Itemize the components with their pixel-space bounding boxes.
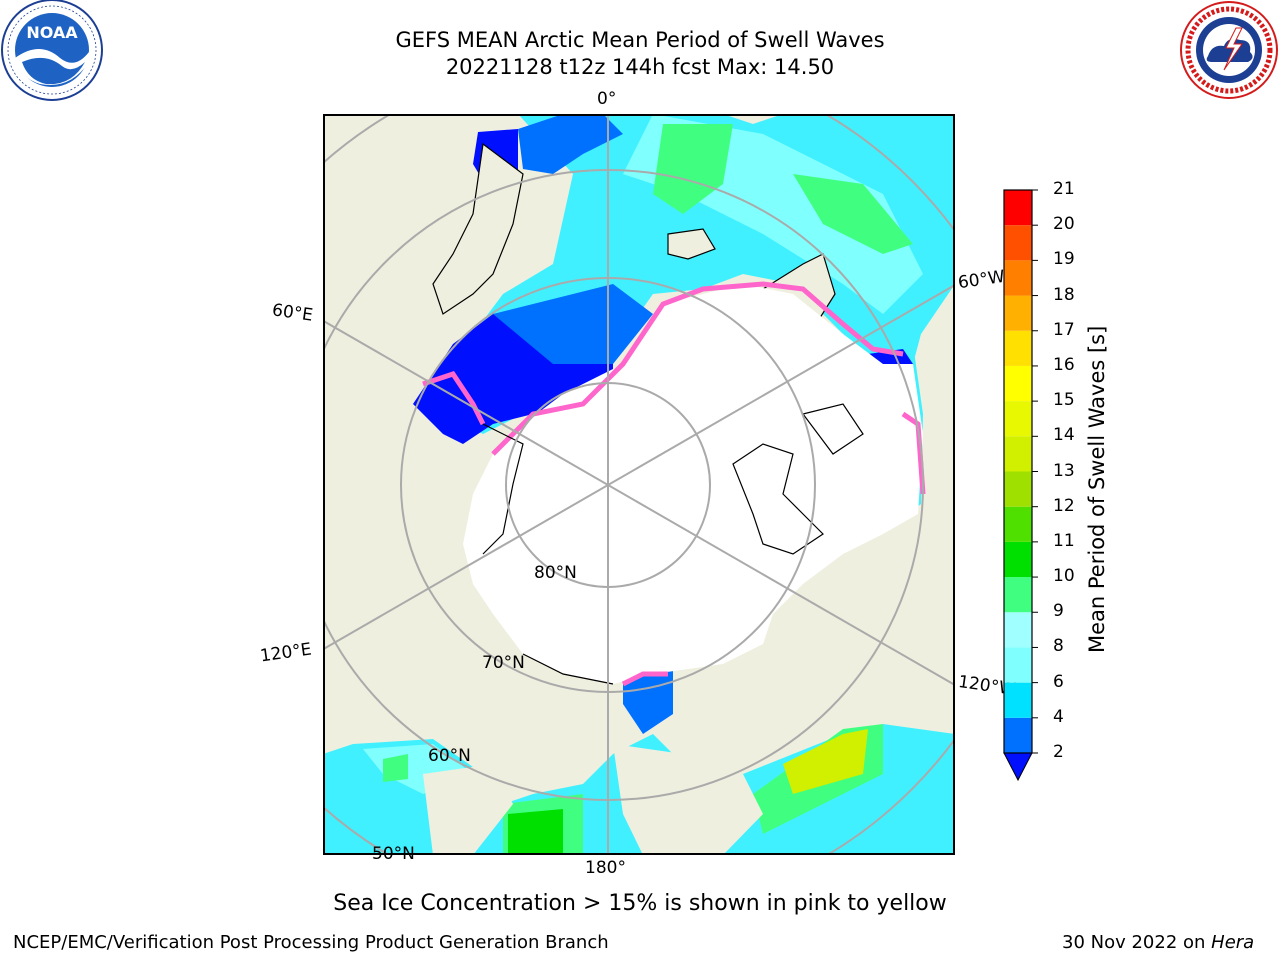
ice-edge-line-2 bbox=[422, 371, 486, 426]
colorbar-tick-label: 20 bbox=[1053, 214, 1075, 235]
lat-label-70n: 70°N bbox=[482, 653, 525, 673]
colorbar-segment bbox=[1004, 225, 1032, 261]
footer-credit: NCEP/EMC/Verification Post Processing Pr… bbox=[13, 932, 609, 953]
ice-edge-line bbox=[491, 281, 904, 456]
canadian-archipelago-coast-2 bbox=[801, 403, 864, 455]
colorbar-tick-label: 2 bbox=[1053, 742, 1064, 762]
colorbar-segment bbox=[1004, 401, 1032, 437]
lon-label-120e: 120°E bbox=[258, 639, 313, 667]
colorbar-tick-label: 9 bbox=[1053, 601, 1064, 622]
colorbar-segment bbox=[1004, 436, 1032, 472]
colorbar-label: Mean Period of Swell Waves [s] bbox=[1085, 325, 1109, 653]
sea-ice bbox=[463, 284, 923, 684]
colorbar-tick-label: 11 bbox=[1053, 530, 1075, 551]
siberian-coast bbox=[482, 423, 524, 555]
footer-date: 30 Nov 2022 on Hera bbox=[1062, 932, 1254, 953]
colorbar-segment bbox=[1004, 330, 1032, 366]
colorbar-tick-label: 8 bbox=[1053, 636, 1064, 657]
colorbar-segment bbox=[1004, 577, 1032, 613]
lat-label-80n: 80°N bbox=[534, 563, 577, 583]
sea-ice-caption: Sea Ice Concentration > 15% is shown in … bbox=[333, 891, 947, 916]
lon-label-60e: 60°E bbox=[270, 300, 315, 326]
pacific-yellowgreen bbox=[783, 729, 868, 794]
chukotka-coast bbox=[522, 653, 614, 685]
atlantic-ocean-field-green-2 bbox=[793, 174, 913, 254]
colorbar-segment bbox=[1004, 365, 1032, 402]
colorbar-segments bbox=[1004, 189, 1038, 754]
colorbar-under-triangle bbox=[1003, 752, 1033, 782]
lat-label-60n: 60°N bbox=[428, 746, 471, 766]
ice-edge-line-4 bbox=[621, 671, 668, 687]
colorbar-tick-label: 17 bbox=[1053, 319, 1075, 340]
colorbar-segment bbox=[1004, 260, 1032, 296]
white-sea-blue bbox=[518, 114, 623, 174]
map-frame bbox=[323, 114, 955, 855]
national-weather-service-logo bbox=[1180, 1, 1278, 99]
colorbar-tick-label: 18 bbox=[1053, 284, 1075, 305]
polar-map bbox=[323, 114, 955, 855]
colorbar-segment bbox=[1004, 295, 1032, 331]
graticule bbox=[323, 114, 955, 855]
iceland-land bbox=[723, 114, 783, 124]
colorbar-segment bbox=[1004, 506, 1032, 542]
colorbar-tick-label: 6 bbox=[1053, 671, 1064, 692]
colorbar-tick-label: 10 bbox=[1053, 566, 1075, 587]
pacific-green-patch bbox=[383, 754, 408, 782]
colorbar-segment bbox=[1004, 647, 1032, 683]
colorbar-segment bbox=[1004, 717, 1032, 753]
colorbar-tick-label: 14 bbox=[1053, 425, 1075, 446]
colorbar-segment bbox=[1004, 471, 1032, 507]
atlantic-ocean-field-green-1 bbox=[653, 124, 733, 214]
footer-machine: Hera bbox=[1211, 932, 1255, 953]
scandinavia-land bbox=[432, 142, 524, 315]
meridian-120e-60w bbox=[323, 283, 955, 651]
lat-label-50n: 50°N bbox=[372, 844, 415, 864]
footer-date-text: 30 Nov 2022 on bbox=[1062, 932, 1212, 953]
chart-subtitle: 20221128 t12z 144h fcst Max: 14.50 bbox=[445, 55, 835, 79]
svg-text:NOAA: NOAA bbox=[26, 23, 78, 42]
colorbar-segment bbox=[1004, 682, 1032, 718]
lon-label-0: 0° bbox=[597, 89, 617, 109]
colorbar-segment bbox=[1004, 612, 1032, 648]
barents-sea-blue bbox=[493, 284, 653, 364]
svalbard-land bbox=[667, 228, 716, 260]
colorbar-segment bbox=[1004, 190, 1032, 226]
colorbar-tick-label: 4 bbox=[1053, 706, 1064, 727]
colorbar-tick-label: 16 bbox=[1053, 354, 1075, 375]
noaa-logo: NOAA bbox=[1, 0, 103, 101]
kamchatka-land bbox=[423, 764, 513, 855]
colorbar-tick-label: 21 bbox=[1053, 179, 1075, 199]
colorbar-tick-label: 12 bbox=[1053, 495, 1075, 516]
chart-title: GEFS MEAN Arctic Mean Period of Swell Wa… bbox=[395, 28, 885, 52]
colorbar-tick-label: 19 bbox=[1053, 249, 1075, 270]
colorbar-frame bbox=[1003, 189, 1033, 754]
pacific-green-left-2 bbox=[508, 809, 563, 855]
colorbar-segment bbox=[1004, 541, 1032, 578]
colorbar bbox=[1003, 189, 1038, 782]
canadian-archipelago-coast bbox=[732, 443, 824, 555]
colorbar-tick-label: 13 bbox=[1053, 460, 1075, 481]
alaska-land bbox=[613, 744, 763, 855]
lon-label-180: 180° bbox=[585, 858, 626, 878]
colorbar-tick-label: 15 bbox=[1053, 390, 1075, 411]
